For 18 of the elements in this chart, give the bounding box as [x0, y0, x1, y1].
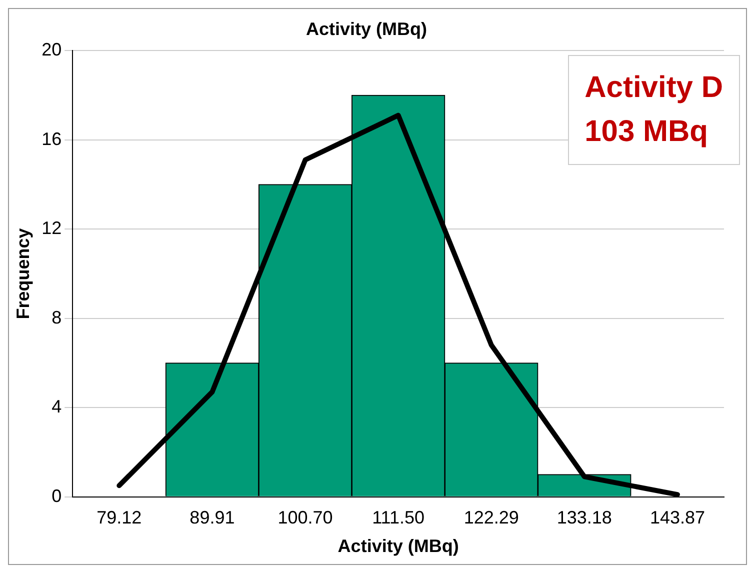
x-tick-label: 100.70 [278, 508, 333, 528]
chart-title: Activity (MBq) [306, 18, 428, 39]
x-tick-label: 79.12 [96, 508, 142, 528]
x-tick-label: 133.18 [556, 508, 612, 528]
y-axis-title: Frequency [12, 228, 33, 320]
x-tick-label: 111.50 [372, 508, 425, 528]
y-tick-label: 12 [42, 218, 62, 238]
y-tick-label: 0 [52, 486, 62, 506]
x-tick-label: 143.87 [650, 508, 706, 528]
annotation: Activity D [584, 70, 723, 106]
y-tick-label: 4 [52, 396, 62, 417]
y-tick-label: 16 [42, 128, 62, 149]
y-tick-label: 8 [52, 307, 62, 328]
x-tick-label: 89.91 [190, 508, 235, 528]
y-tick-label: 20 [42, 40, 62, 60]
x-tick-label: 122.29 [464, 508, 519, 528]
annotation: 103 MBq [584, 114, 709, 150]
x-axis-title: Activity (MBq) [338, 536, 459, 556]
